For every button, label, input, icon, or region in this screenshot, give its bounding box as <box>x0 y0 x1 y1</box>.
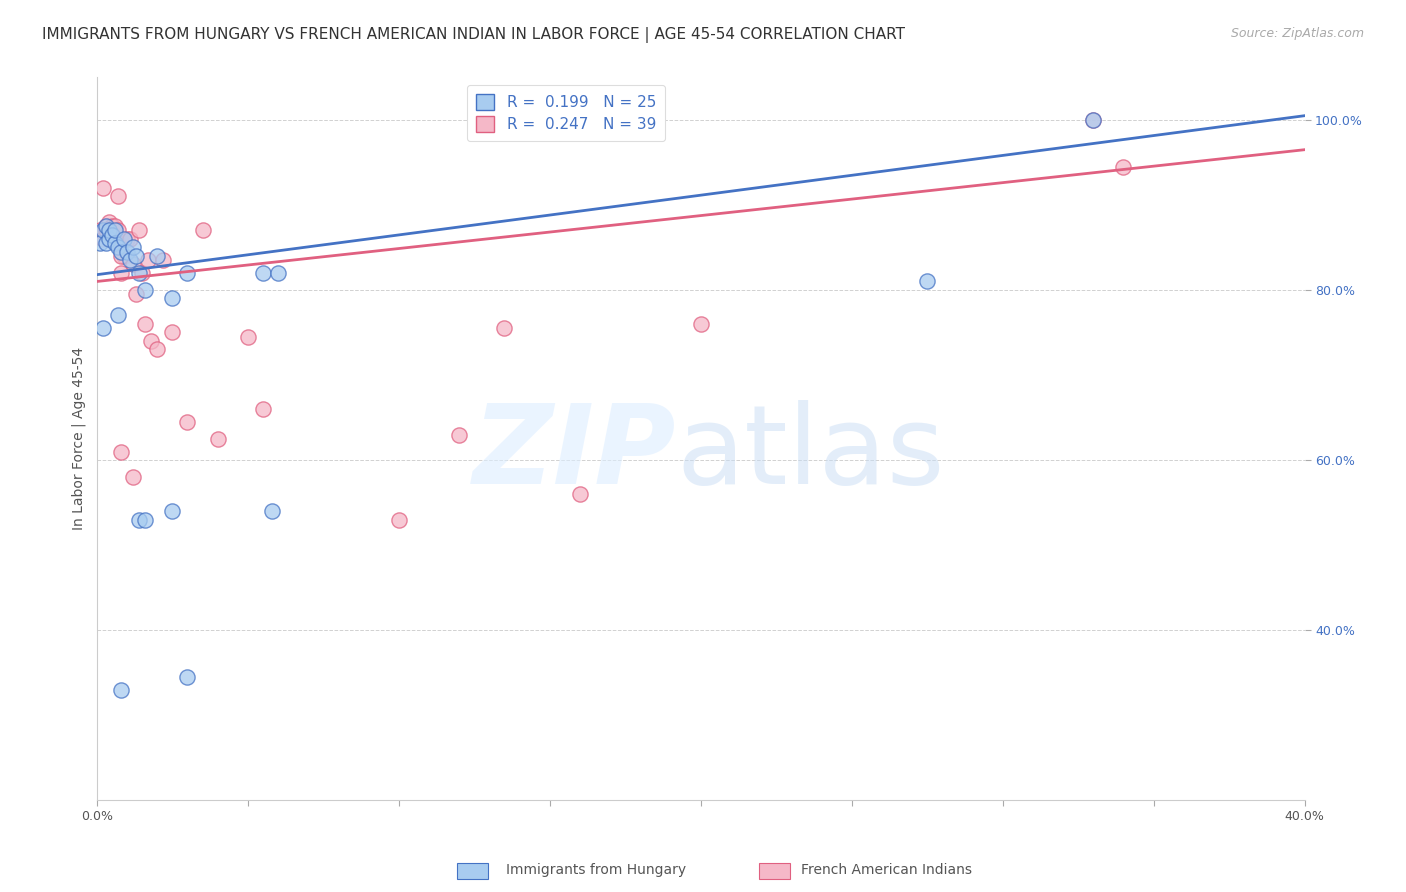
Point <box>449 427 471 442</box>
Text: IMMIGRANTS FROM HUNGARY VS FRENCH AMERICAN INDIAN IN LABOR FORCE | AGE 45-54 COR: IMMIGRANTS FROM HUNGARY VS FRENCH AMERIC… <box>42 27 905 43</box>
Point <box>568 487 591 501</box>
Point <box>110 266 132 280</box>
Point <box>104 236 127 251</box>
Point <box>388 512 411 526</box>
Point <box>236 330 259 344</box>
Point <box>176 670 198 684</box>
Point <box>110 249 132 263</box>
Point <box>131 266 153 280</box>
Point <box>89 223 111 237</box>
Point <box>494 321 516 335</box>
Point <box>162 292 184 306</box>
Point <box>110 444 132 458</box>
Point <box>146 343 169 357</box>
Point <box>162 326 184 340</box>
Point <box>120 253 142 268</box>
Point <box>122 470 145 484</box>
Point <box>1083 112 1105 127</box>
Point <box>97 223 120 237</box>
Point <box>128 512 150 526</box>
Point <box>152 253 174 268</box>
Point <box>112 249 135 263</box>
Point <box>101 227 124 242</box>
Y-axis label: In Labor Force | Age 45-54: In Labor Force | Age 45-54 <box>72 347 86 531</box>
Point <box>128 223 150 237</box>
Point <box>207 432 229 446</box>
Point <box>107 309 129 323</box>
Point <box>107 223 129 237</box>
Point <box>89 236 111 251</box>
Point <box>141 334 163 348</box>
Point <box>115 232 138 246</box>
Point <box>107 236 129 251</box>
Point <box>122 257 145 271</box>
Point <box>110 244 132 259</box>
Text: Source: ZipAtlas.com: Source: ZipAtlas.com <box>1230 27 1364 40</box>
Point <box>191 223 214 237</box>
Point <box>267 266 290 280</box>
Point <box>176 415 198 429</box>
Point <box>97 215 120 229</box>
Point <box>1083 112 1105 127</box>
Point <box>91 321 114 335</box>
Point <box>91 232 114 246</box>
Point <box>94 236 117 251</box>
Point <box>115 244 138 259</box>
Text: atlas: atlas <box>676 400 945 507</box>
Legend: R =  0.199   N = 25, R =  0.247   N = 39: R = 0.199 N = 25, R = 0.247 N = 39 <box>467 85 665 142</box>
Point <box>134 283 156 297</box>
Point <box>125 287 148 301</box>
Point <box>252 266 274 280</box>
Point <box>91 181 114 195</box>
Point <box>104 223 127 237</box>
Point <box>252 402 274 417</box>
Point <box>104 219 127 234</box>
Point <box>101 227 124 242</box>
Text: ZIP: ZIP <box>472 400 676 507</box>
Point <box>107 189 129 203</box>
Point <box>162 504 184 518</box>
Point <box>110 682 132 697</box>
Point <box>1112 160 1135 174</box>
Point <box>689 317 711 331</box>
Point <box>97 232 120 246</box>
Point <box>915 275 938 289</box>
Point <box>91 223 114 237</box>
Point <box>122 240 145 254</box>
Point <box>120 232 142 246</box>
Point <box>125 249 148 263</box>
Text: Immigrants from Hungary: Immigrants from Hungary <box>506 863 686 877</box>
Point <box>134 512 156 526</box>
Point <box>146 249 169 263</box>
Point <box>136 253 159 268</box>
Point <box>94 223 117 237</box>
Text: French American Indians: French American Indians <box>801 863 973 877</box>
Point <box>128 266 150 280</box>
Point <box>94 219 117 234</box>
Point <box>101 219 124 234</box>
Point <box>112 232 135 246</box>
Point <box>94 219 117 234</box>
Point <box>176 266 198 280</box>
Point <box>134 317 156 331</box>
Point <box>260 504 283 518</box>
Point <box>107 240 129 254</box>
